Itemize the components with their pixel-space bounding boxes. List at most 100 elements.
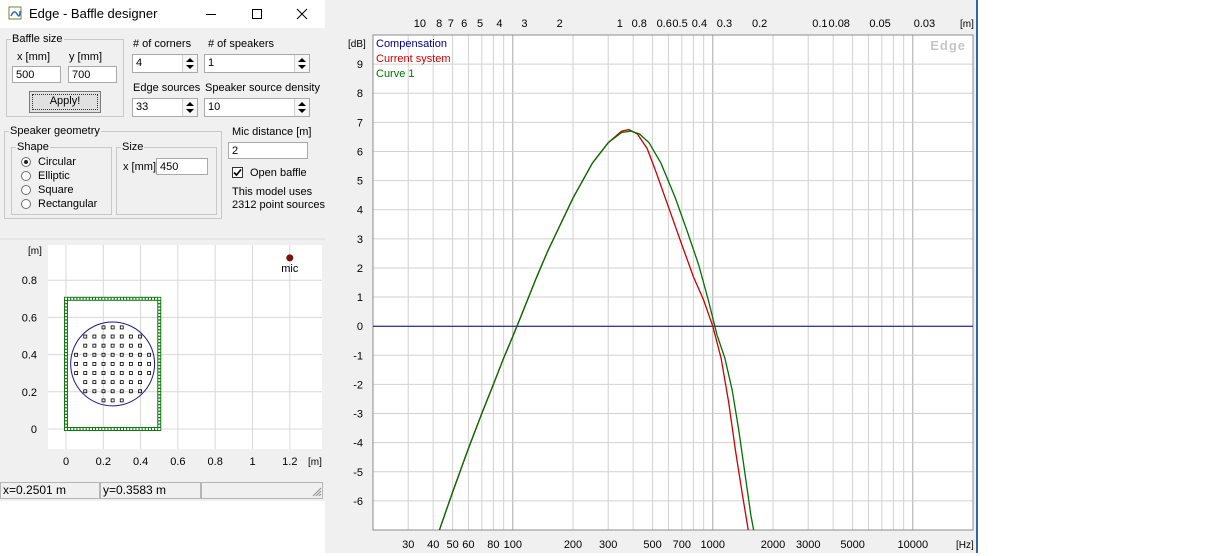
speaker-source-point <box>110 362 115 366</box>
radio-elliptic[interactable] <box>21 171 31 181</box>
radio-rectangular[interactable] <box>21 199 31 209</box>
top-tick-label: 3 <box>521 18 527 30</box>
corners-value: 4 <box>136 57 143 69</box>
edge-source <box>65 424 67 427</box>
x-tick-label: 5000 <box>840 539 864 551</box>
speaker-size-input[interactable]: 450 <box>156 158 208 175</box>
speaker-source-point <box>119 380 124 385</box>
speaker-source-point <box>83 362 88 366</box>
speaker-source-point <box>110 325 115 330</box>
edge-source <box>65 317 67 320</box>
speaker-source-point <box>147 371 152 375</box>
y-tick-label: 4 <box>357 205 363 217</box>
edge-source <box>158 424 161 427</box>
edge-source <box>65 382 67 385</box>
edge-source <box>158 408 161 411</box>
status-extra <box>201 482 323 499</box>
edge-source <box>158 382 161 385</box>
edge-source <box>65 349 67 352</box>
edge-source <box>65 369 67 372</box>
baffle-designer-window: Edge - Baffle designer Baffle size x [mm… <box>0 0 325 501</box>
mic-marker <box>286 254 294 262</box>
edge-source <box>158 421 161 424</box>
speaker-source-point <box>83 380 88 385</box>
corners-spinner[interactable]: 4 <box>132 54 198 73</box>
edge-source <box>99 297 102 300</box>
speaker-source-point <box>138 371 142 375</box>
edge-source <box>65 327 67 330</box>
edge-source <box>158 375 161 378</box>
baffle-y-input[interactable]: 700 <box>68 66 117 83</box>
baffle-plan-canvas[interactable]: 0 0.2 0.4 0.6 0.8 1 1.2 0.8 0.6 0.4 0.2 0 [m] [m] mic <box>0 241 325 481</box>
speaker-source-point <box>92 380 97 385</box>
mic-distance-input[interactable]: 2 <box>228 142 308 159</box>
edge-source <box>158 359 161 362</box>
top-tick-label: 0.5 <box>672 18 687 30</box>
edge-source <box>158 362 161 365</box>
spin-arrows-icon[interactable] <box>182 99 197 116</box>
minimize-button[interactable] <box>188 0 234 28</box>
edge-source <box>65 411 67 414</box>
open-baffle-checkbox[interactable] <box>232 167 243 178</box>
y-tick-label: -2 <box>353 379 363 391</box>
edge-source <box>158 307 161 310</box>
y-tick-label: -3 <box>353 409 363 421</box>
edge-source <box>96 297 99 300</box>
spin-arrows-icon[interactable] <box>294 55 309 72</box>
edge-source <box>65 307 67 310</box>
window-gap <box>325 0 330 553</box>
density-spinner[interactable]: 10 <box>204 98 310 117</box>
speakers-label: # of speakers <box>208 38 275 50</box>
speaker-outline <box>70 321 156 407</box>
top-tick-label: 0.03 <box>914 18 935 30</box>
edge-sources-spinner[interactable]: 33 <box>132 98 198 117</box>
mic-distance-label: Mic distance [m] <box>232 126 312 138</box>
plan-x-tick-label: 0 <box>63 456 69 468</box>
edge-source <box>65 343 67 346</box>
speaker-source-point <box>101 389 106 394</box>
edge-source <box>65 366 67 369</box>
radio-circular[interactable] <box>21 157 31 167</box>
edge-source <box>65 333 67 336</box>
speakers-value: 1 <box>208 57 215 69</box>
speaker-source-point <box>138 343 142 348</box>
y-tick-label: -4 <box>353 438 363 450</box>
edge-source <box>158 405 161 408</box>
edge-source <box>158 314 161 317</box>
plan-y-tick-label: 0.2 <box>22 387 37 399</box>
edge-source <box>111 428 114 430</box>
edge-source <box>130 297 133 300</box>
edge-source <box>158 340 161 343</box>
edge-source <box>65 414 67 417</box>
baffle-plan-view[interactable]: 0 0.2 0.4 0.6 0.8 1 1.2 0.8 0.6 0.4 0.2 0 [m] [m] mic <box>0 241 325 481</box>
edge-source <box>65 418 67 421</box>
legend-entry: Compensation <box>376 38 447 50</box>
edge-source <box>65 301 67 304</box>
speaker-geometry-legend: Speaker geometry <box>10 125 100 137</box>
edge-source <box>65 392 67 395</box>
spin-arrows-icon[interactable] <box>182 55 197 72</box>
speaker-source-point <box>119 389 124 394</box>
x-tick-label: 100 <box>504 539 522 551</box>
apply-button[interactable]: Apply! <box>29 91 101 113</box>
speaker-source-point <box>119 371 124 375</box>
x-tick-label: 1000 <box>701 539 725 551</box>
close-button[interactable] <box>279 0 325 28</box>
edge-sources-value: 33 <box>136 101 149 113</box>
edge-source <box>158 356 161 359</box>
series-line-curve-1 <box>438 130 755 530</box>
resize-grip-icon[interactable] <box>311 486 322 497</box>
edge-source <box>102 428 105 430</box>
x-tick-label: 700 <box>673 539 691 551</box>
speakers-spinner[interactable]: 1 <box>204 54 310 73</box>
top-tick-label: 1 <box>617 18 623 30</box>
baffle-y-label: y [mm] <box>69 51 102 63</box>
baffle-x-input[interactable]: 500 <box>12 66 61 83</box>
spin-arrows-icon[interactable] <box>294 99 309 116</box>
top-tick-label: 0.1 <box>812 18 827 30</box>
y-tick-label: 0 <box>357 321 363 333</box>
radio-square[interactable] <box>21 185 31 195</box>
maximize-button[interactable] <box>234 0 280 28</box>
edge-source <box>65 421 67 424</box>
